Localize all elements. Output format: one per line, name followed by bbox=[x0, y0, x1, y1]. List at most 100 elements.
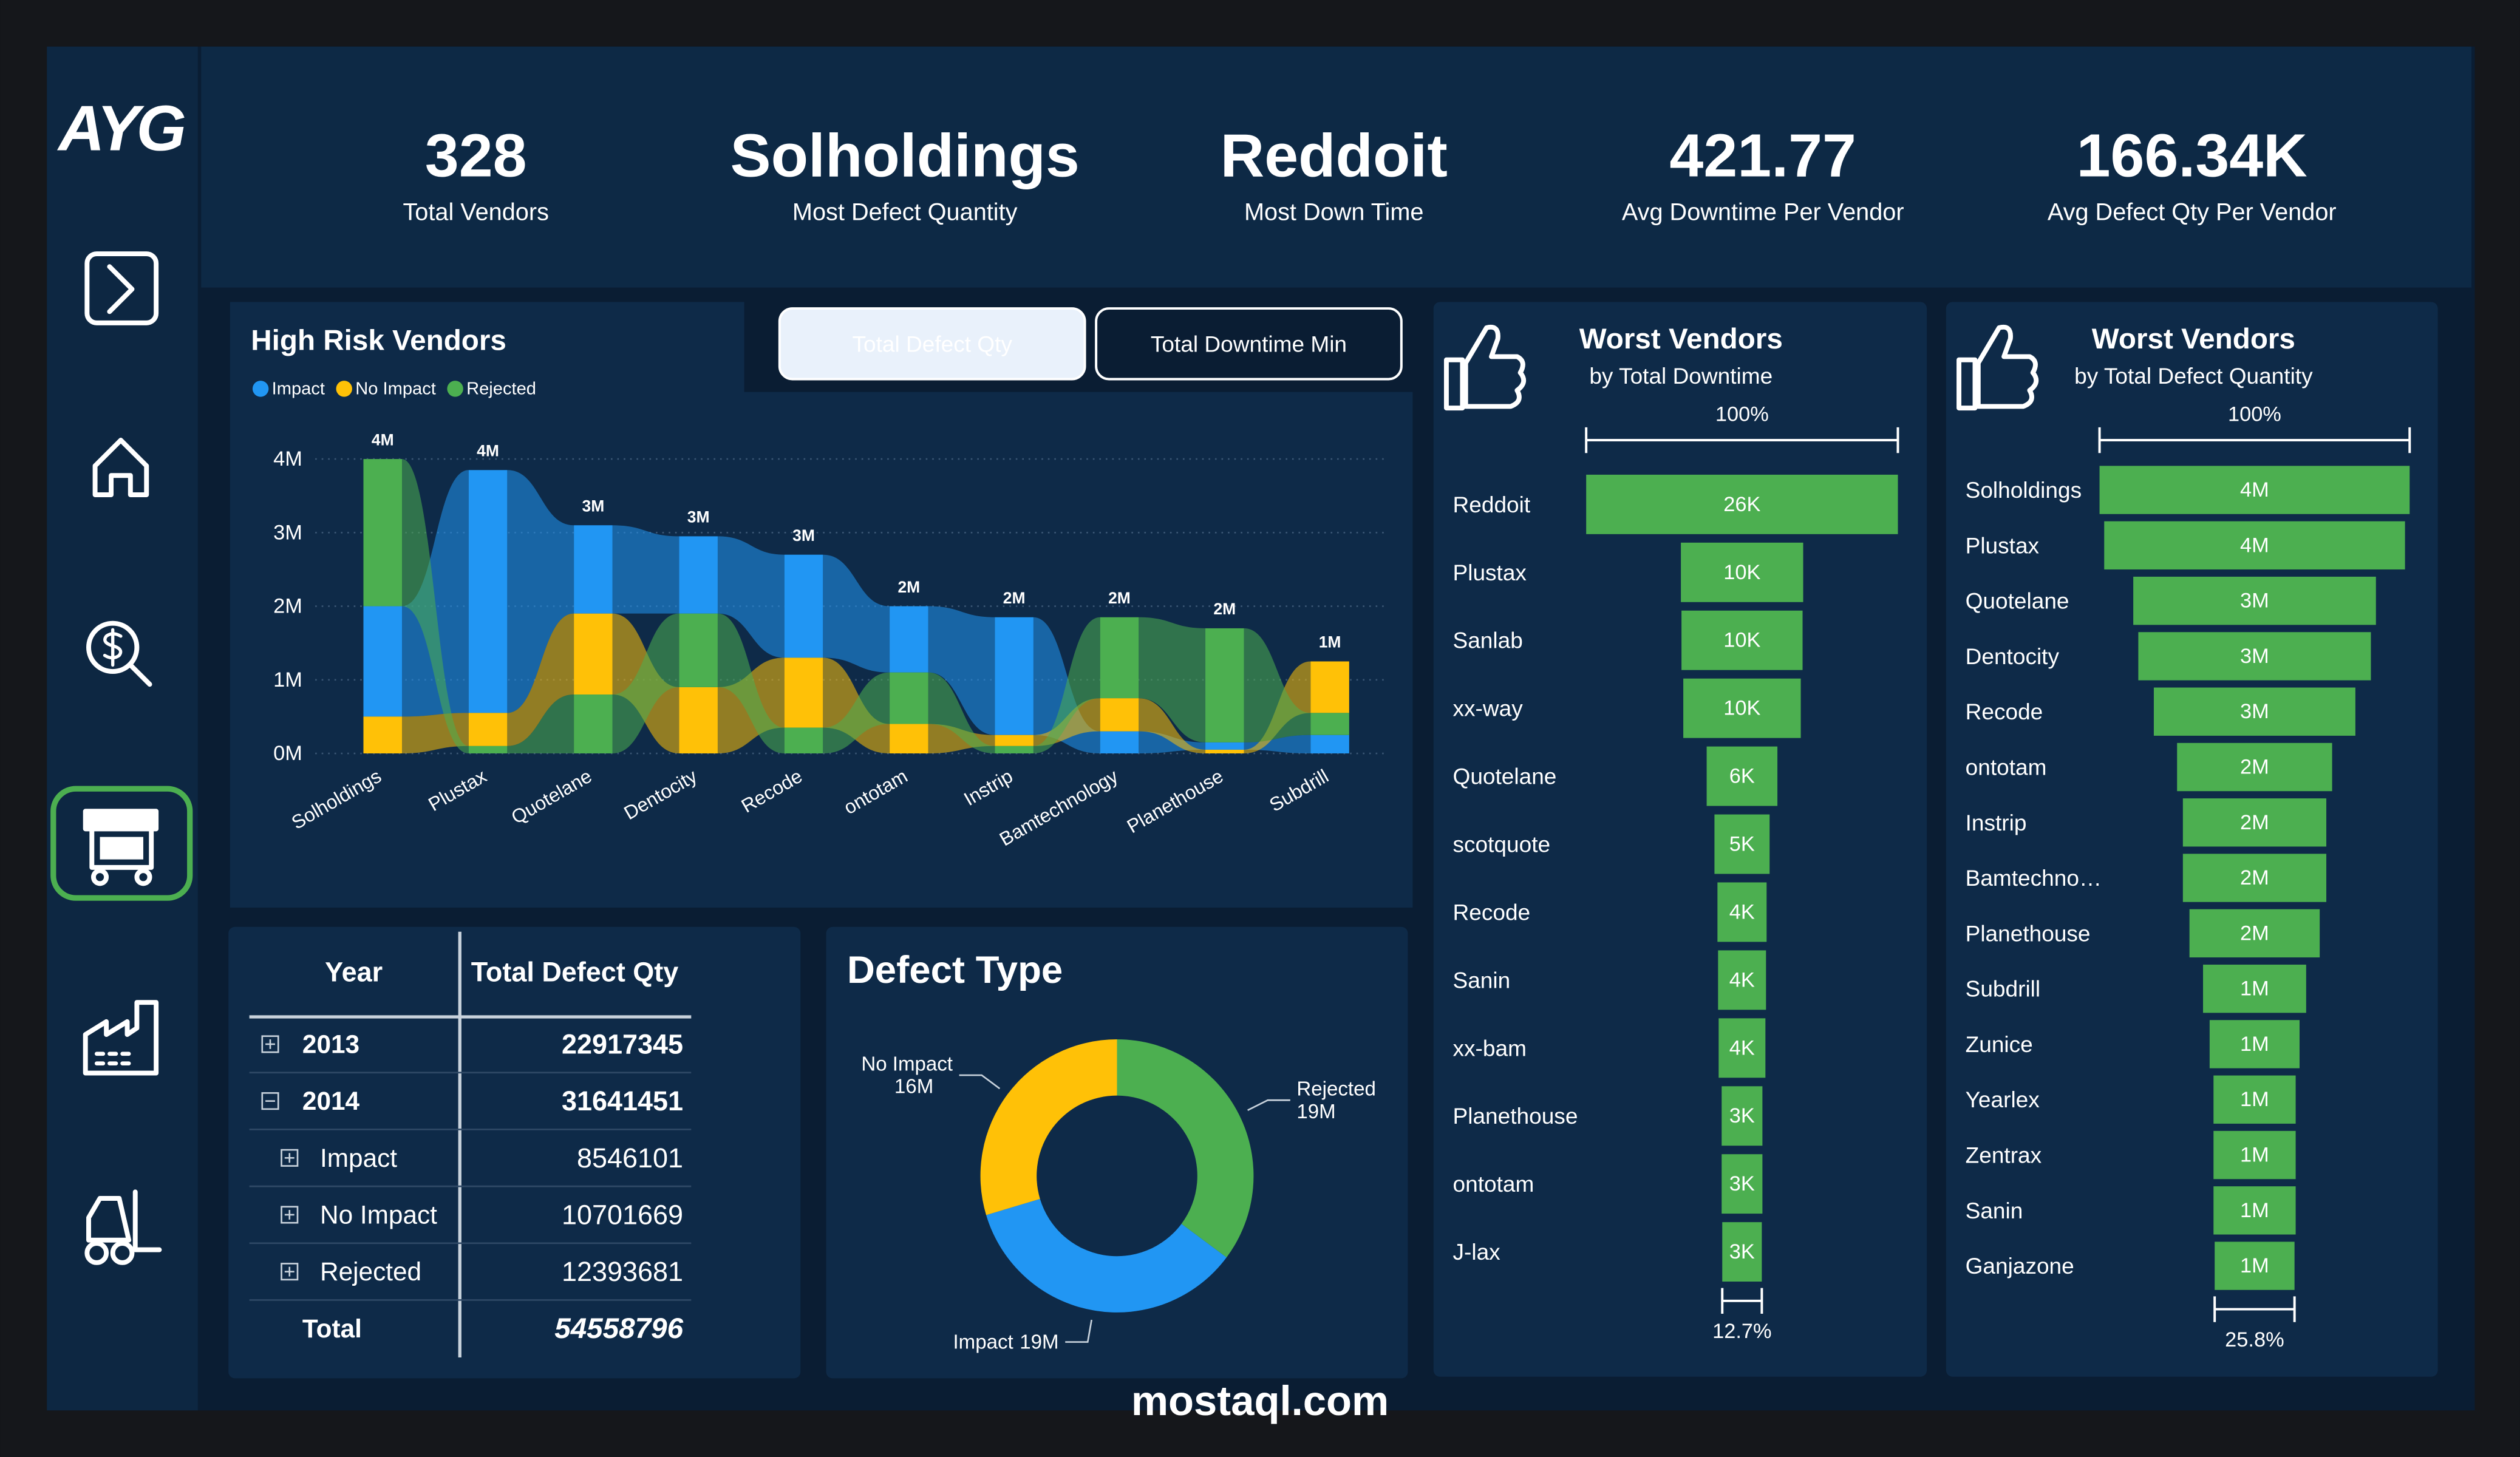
category-label: Sanin bbox=[1453, 967, 1511, 993]
funnel-bar bbox=[1681, 542, 1803, 602]
category-label: Reddoit bbox=[1453, 492, 1531, 517]
ribbon bbox=[928, 606, 995, 735]
funnel-bar bbox=[1717, 882, 1767, 942]
bar-segment bbox=[1100, 617, 1139, 699]
total-label: 1M bbox=[1319, 633, 1341, 651]
funnel-bar bbox=[2182, 798, 2327, 847]
expand-toggle[interactable] bbox=[261, 1035, 279, 1053]
category-label: Planethouse bbox=[1453, 1103, 1578, 1129]
funnel-bar bbox=[1714, 814, 1770, 874]
table-header: Year bbox=[325, 956, 383, 987]
value-label: 3M bbox=[2240, 589, 2269, 613]
tab-button[interactable] bbox=[1095, 307, 1403, 381]
kpi-label: Total Vendors bbox=[403, 199, 548, 225]
kpi-label: Avg Defect Qty Per Vendor bbox=[2048, 199, 2337, 225]
bar-segment bbox=[1100, 698, 1139, 732]
tab[interactable]: Total Defect Qty bbox=[778, 307, 1086, 381]
value-label: 2M bbox=[2240, 756, 2269, 779]
kpi-value: 328 bbox=[425, 122, 527, 190]
kpi-strip bbox=[201, 46, 2472, 288]
active-nav[interactable] bbox=[50, 786, 193, 901]
funnel-bar bbox=[2104, 521, 2405, 570]
bar-segment bbox=[1205, 749, 1244, 754]
factory-icon[interactable] bbox=[83, 1000, 159, 1076]
category-label: ontotam bbox=[1453, 1171, 1534, 1197]
bar-segment bbox=[995, 617, 1034, 735]
total-value: 54558796 bbox=[554, 1313, 683, 1345]
bar-segment bbox=[784, 554, 823, 658]
category-label: Planethouse bbox=[1966, 920, 2091, 946]
bracket bbox=[2098, 427, 2411, 453]
bar-segment bbox=[679, 687, 718, 754]
category-label: Recode bbox=[1966, 699, 2043, 724]
bottom-label: 12.7% bbox=[1712, 1320, 1771, 1343]
leader-line bbox=[1247, 1099, 1290, 1112]
value-label: 4K bbox=[1729, 968, 1755, 991]
finance-icon[interactable] bbox=[86, 620, 152, 687]
funnel-bar bbox=[2153, 687, 2355, 736]
slice-value: 19M bbox=[1296, 1100, 1335, 1122]
category-label: Zunice bbox=[1966, 1031, 2033, 1057]
value-label: 1M bbox=[2240, 1144, 2269, 1167]
expand-toggle[interactable] bbox=[281, 1206, 299, 1224]
value-label: 10K bbox=[1723, 561, 1760, 584]
ribbon bbox=[1139, 698, 1206, 754]
chart-title: Worst Vendors bbox=[2092, 323, 2295, 355]
home-icon[interactable] bbox=[92, 438, 149, 497]
logo: AYG bbox=[56, 93, 185, 165]
value-label: 3K bbox=[1729, 1104, 1755, 1127]
top-label: 100% bbox=[2228, 403, 2281, 426]
row-value: 12393681 bbox=[562, 1256, 683, 1287]
bar-segment bbox=[1100, 731, 1139, 754]
funnel-bar bbox=[1722, 1222, 1762, 1282]
funnel-bar bbox=[1721, 1086, 1763, 1146]
ribbon bbox=[823, 672, 890, 754]
table-header: Total Defect Qty bbox=[471, 956, 678, 987]
total-label: 3M bbox=[582, 497, 604, 515]
ribbon bbox=[401, 470, 469, 717]
chart-title: High Risk Vendors bbox=[251, 324, 506, 356]
funnel-bar bbox=[2203, 964, 2306, 1013]
value-label: 3K bbox=[1729, 1172, 1755, 1195]
donut-slice bbox=[986, 1198, 1227, 1313]
value-label: 4K bbox=[1729, 1036, 1755, 1059]
bar-segment bbox=[1310, 713, 1349, 735]
funnel-bar bbox=[1706, 746, 1778, 806]
funnel-bar bbox=[2099, 466, 2410, 514]
top-label: 100% bbox=[1715, 403, 1769, 426]
ribbon bbox=[612, 613, 679, 754]
tab-label[interactable]: Total Defect Qty bbox=[852, 331, 1012, 356]
bar-segment bbox=[468, 470, 508, 713]
funnel-bar bbox=[1718, 1018, 1766, 1078]
kpi-label: Most Down Time bbox=[1244, 199, 1424, 225]
bar-segment bbox=[1310, 661, 1349, 713]
total-label: 3M bbox=[792, 526, 815, 545]
funnel-bar bbox=[2177, 742, 2332, 792]
category-label: Sanlab bbox=[1453, 628, 1523, 653]
kpi-label: Avg Downtime Per Vendor bbox=[1622, 199, 1904, 225]
forklift-icon[interactable] bbox=[84, 1189, 162, 1265]
ribbon bbox=[1033, 617, 1100, 754]
value-label: 3K bbox=[1729, 1240, 1755, 1263]
tab-label[interactable]: Total Downtime Min bbox=[1151, 331, 1347, 356]
leader-line bbox=[959, 1074, 1001, 1090]
expand-toggle[interactable] bbox=[261, 1092, 279, 1110]
bar-segment bbox=[784, 727, 823, 754]
expand-toggle[interactable] bbox=[281, 1149, 299, 1167]
tab-button[interactable] bbox=[778, 307, 1086, 381]
legend-label: Impact bbox=[272, 379, 325, 398]
y-tick-label: 2M bbox=[273, 595, 302, 618]
funnel-bar bbox=[2213, 1186, 2296, 1235]
total-label: 3M bbox=[687, 508, 710, 526]
funnel-bar bbox=[2138, 632, 2371, 681]
value-label: 5K bbox=[1729, 833, 1755, 856]
category-label: Quotelane bbox=[1966, 588, 2069, 614]
total-label: 4M bbox=[372, 430, 394, 449]
row-label: No Impact bbox=[320, 1200, 437, 1229]
expand-icon[interactable] bbox=[84, 251, 159, 325]
tab[interactable]: Total Downtime Min bbox=[1095, 307, 1403, 381]
ribbon bbox=[717, 536, 785, 658]
value-label: 4K bbox=[1729, 900, 1755, 923]
expand-toggle[interactable] bbox=[281, 1263, 299, 1281]
y-tick-label: 1M bbox=[273, 668, 302, 691]
